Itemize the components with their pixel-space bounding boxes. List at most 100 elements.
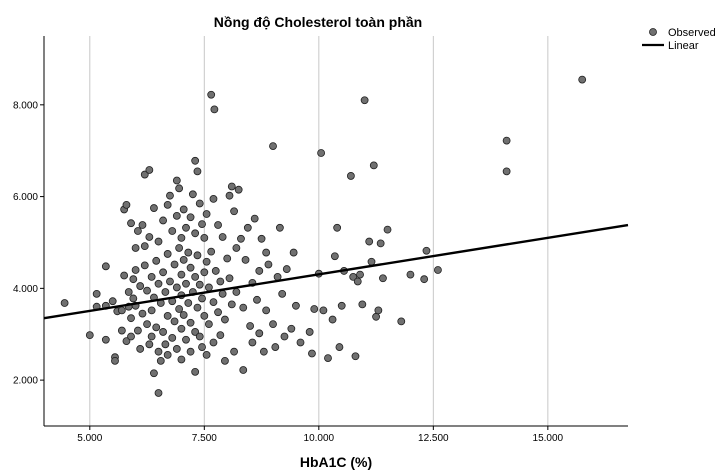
data-point-180 xyxy=(328,315,337,324)
data-point-42 xyxy=(147,306,156,315)
data-point-60 xyxy=(163,200,172,209)
data-point-48 xyxy=(152,323,161,332)
data-point-74 xyxy=(172,345,181,353)
data-point-52 xyxy=(154,347,163,356)
data-point-128 xyxy=(216,277,225,286)
data-point-156 xyxy=(257,234,266,243)
data-point-158 xyxy=(262,248,271,257)
data-point-3 xyxy=(92,289,101,298)
data-point-183 xyxy=(335,343,344,351)
data-point-1 xyxy=(85,331,94,340)
data-point-200 xyxy=(383,225,392,234)
data-point-161 xyxy=(269,142,277,151)
data-point-28 xyxy=(133,326,142,335)
x-tick-label-3: 12.500 xyxy=(418,433,449,444)
data-point-140 xyxy=(230,347,238,356)
data-point-66 xyxy=(168,227,177,235)
data-point-54 xyxy=(156,356,165,365)
data-point-94 xyxy=(186,347,195,356)
data-point-175 xyxy=(310,305,319,313)
data-point-163 xyxy=(271,343,280,351)
data-point-151 xyxy=(248,338,257,347)
data-point-85 xyxy=(179,311,188,319)
data-point-68 xyxy=(168,334,177,342)
data-point-102 xyxy=(193,167,202,176)
data-point-40 xyxy=(145,340,154,349)
data-point-122 xyxy=(209,298,218,307)
data-point-179 xyxy=(324,354,332,362)
data-point-47 xyxy=(152,256,161,265)
data-point-196 xyxy=(372,312,380,321)
data-point-115 xyxy=(202,257,211,266)
data-point-182 xyxy=(333,223,342,232)
data-point-184 xyxy=(337,301,346,310)
y-axis-ticks: 2.000 4.000 6.000 8.000 xyxy=(13,100,44,387)
data-point-192 xyxy=(360,96,369,105)
data-point-49 xyxy=(154,389,163,397)
data-point-144 xyxy=(237,234,245,243)
data-point-201 xyxy=(397,317,406,326)
legend: Observed Linear xyxy=(642,27,716,52)
data-point-58 xyxy=(161,288,170,296)
data-point-22 xyxy=(129,275,138,284)
data-point-101 xyxy=(191,367,200,376)
data-point-119 xyxy=(207,90,216,99)
chart-title: Nồng độ Cholesterol toàn phần xyxy=(214,14,422,30)
data-point-190 xyxy=(356,270,364,279)
data-point-7 xyxy=(108,297,117,306)
x-tick-label-1: 7.500 xyxy=(192,433,217,444)
data-point-167 xyxy=(280,332,289,341)
data-point-137 xyxy=(227,182,236,191)
data-point-9 xyxy=(111,356,119,365)
data-point-37 xyxy=(143,320,151,329)
observed-points xyxy=(60,75,587,397)
data-point-146 xyxy=(239,366,248,374)
data-point-46 xyxy=(150,369,158,378)
data-point-34 xyxy=(140,242,149,251)
data-point-100 xyxy=(191,328,200,336)
data-point-141 xyxy=(232,244,241,252)
data-point-152 xyxy=(250,214,259,223)
data-point-95 xyxy=(188,190,197,199)
data-point-181 xyxy=(330,252,339,261)
data-point-116 xyxy=(202,350,211,359)
data-point-103 xyxy=(193,251,202,260)
data-point-189 xyxy=(353,277,362,286)
data-point-35 xyxy=(140,261,149,270)
data-point-111 xyxy=(200,233,209,242)
data-point-56 xyxy=(159,268,167,277)
data-point-84 xyxy=(179,256,188,264)
data-point-82 xyxy=(177,355,186,364)
data-point-13 xyxy=(120,271,129,280)
data-point-121 xyxy=(209,194,218,203)
data-point-76 xyxy=(175,244,184,252)
data-point-29 xyxy=(136,282,145,290)
linear-fit-line xyxy=(43,223,629,320)
data-point-63 xyxy=(163,350,172,359)
data-point-194 xyxy=(367,257,376,266)
data-point-197 xyxy=(374,306,383,315)
data-point-93 xyxy=(186,318,195,327)
data-point-70 xyxy=(170,317,179,326)
data-point-25 xyxy=(131,266,140,274)
data-point-81 xyxy=(177,324,186,333)
data-point-21 xyxy=(127,332,135,341)
data-point-19 xyxy=(127,219,135,228)
data-point-171 xyxy=(292,301,300,310)
data-point-108 xyxy=(198,220,206,229)
data-point-142 xyxy=(232,288,241,296)
grid-lines xyxy=(89,36,549,426)
data-point-157 xyxy=(259,347,268,356)
data-point-148 xyxy=(243,223,252,232)
data-point-143 xyxy=(234,185,243,194)
data-point-136 xyxy=(225,274,234,283)
data-point-134 xyxy=(223,254,232,263)
data-point-162 xyxy=(269,320,277,329)
data-point-129 xyxy=(216,331,225,340)
data-point-191 xyxy=(358,300,367,309)
data-point-11 xyxy=(117,306,126,315)
data-point-75 xyxy=(175,184,184,193)
data-point-105 xyxy=(195,199,204,208)
data-point-154 xyxy=(255,267,264,275)
